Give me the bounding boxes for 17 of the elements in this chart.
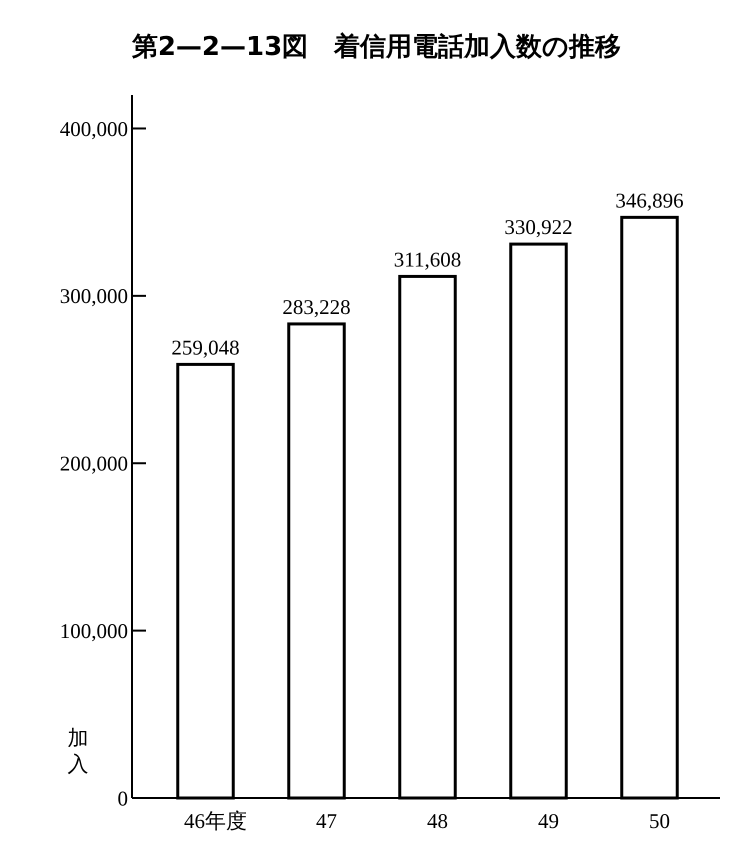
y-tick-label: 300,000: [60, 284, 128, 308]
data-label: 259,048: [171, 335, 240, 360]
chart-title: 第2—2—13図 着信用電話加入数の推移: [130, 32, 622, 62]
data-label: 283,228: [282, 294, 351, 319]
data-label: 311,608: [394, 247, 462, 272]
y-axis-title: 加入: [68, 726, 88, 776]
x-tick-label: 48: [427, 809, 448, 833]
x-tick-label: 49: [538, 809, 559, 833]
y-tick-label: 400,000: [60, 116, 128, 141]
y-tick-label: 200,000: [60, 452, 128, 476]
y-tick-label: 100,000: [60, 618, 128, 643]
x-tick-label: 50: [649, 809, 670, 833]
data-label: 330,922: [504, 215, 573, 240]
data-label: 346,896: [615, 188, 684, 212]
x-tick-label: 46年度: [184, 809, 247, 833]
x-tick-label: 47: [316, 809, 337, 833]
y-tick-label: 0: [118, 786, 128, 810]
